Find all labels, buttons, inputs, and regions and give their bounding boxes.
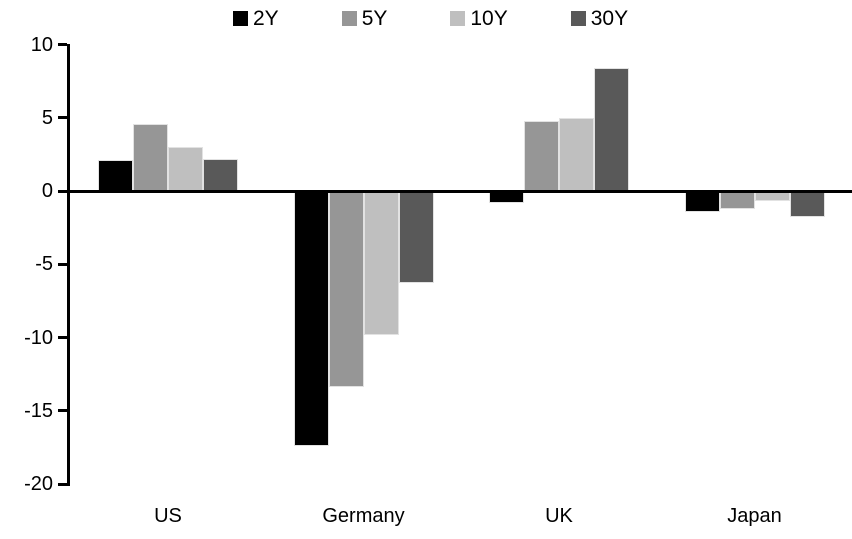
bar-uk-2y — [489, 191, 524, 203]
y-tick-label: 10 — [30, 33, 53, 56]
bar-us-30y — [203, 158, 238, 191]
y-tick-label: -10 — [24, 326, 53, 349]
bar-germany-5y — [328, 191, 364, 388]
legend-swatch-30y — [570, 11, 586, 26]
y-tick-mark — [58, 189, 67, 193]
x-category-label-japan: Japan — [727, 505, 782, 527]
y-tick-mark — [58, 116, 67, 120]
legend-swatch-2y — [233, 11, 248, 26]
bar-germany-30y — [398, 191, 434, 284]
bar-japan-2y — [684, 191, 720, 212]
x-category-label-uk: UK — [545, 505, 573, 527]
bar-japan-5y — [719, 191, 755, 209]
y-tick-label: -15 — [24, 399, 53, 422]
bar-uk-10y — [559, 117, 594, 191]
legend-item-30y: 30Y — [570, 7, 629, 30]
y-axis-line — [67, 44, 70, 486]
legend-label: 5Y — [361, 7, 388, 30]
x-category-label-us: US — [154, 505, 182, 527]
zero-baseline — [67, 189, 852, 193]
legend-label: 2Y — [253, 7, 279, 30]
legend-item-10y: 10Y — [450, 7, 508, 30]
legend-item-2y: 2Y — [233, 8, 279, 29]
x-category-label-germany: Germany — [322, 505, 405, 527]
y-tick-label: -5 — [35, 253, 53, 276]
y-tick-mark — [58, 336, 67, 339]
y-tick-mark — [58, 262, 67, 266]
bar-uk-5y — [524, 120, 559, 191]
bar-germany-10y — [363, 191, 399, 335]
legend-label: 10Y — [470, 7, 508, 30]
y-tick-label: -20 — [24, 473, 53, 495]
bar-japan-10y — [754, 191, 790, 202]
y-tick-label: 0 — [41, 180, 53, 202]
bar-us-5y — [133, 123, 168, 191]
bar-us-10y — [168, 147, 203, 191]
y-tick-mark — [58, 482, 67, 486]
legend-label: 30Y — [590, 7, 629, 30]
y-tick-mark — [58, 409, 67, 413]
bar-uk-30y — [594, 67, 629, 191]
y-tick-mark — [58, 43, 67, 46]
bar-japan-30y — [789, 191, 825, 218]
legend-swatch-5y — [341, 11, 357, 26]
chart-legend: 2Y 5Y 10Y 30Y — [233, 8, 628, 29]
y-tick-label: 5 — [41, 106, 53, 129]
legend-swatch-10y — [450, 11, 466, 26]
bar-germany-2y — [293, 191, 329, 446]
legend-item-5y: 5Y — [341, 7, 388, 30]
bar-us-2y — [98, 160, 133, 191]
